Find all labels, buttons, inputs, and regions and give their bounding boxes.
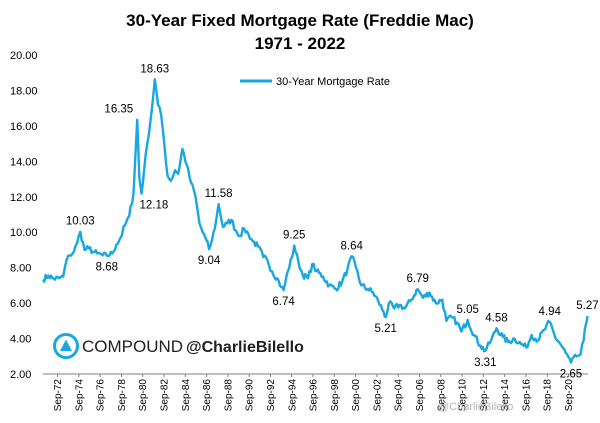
data-label: 6.79 — [406, 273, 428, 285]
x-tick-label: Sep-10 — [458, 379, 469, 412]
twitter-handle: @CharlieBilello — [186, 339, 304, 356]
x-tick-label: Sep-94 — [287, 379, 298, 412]
data-label: 9.04 — [198, 255, 221, 267]
x-tick-label: Sep-20 — [564, 379, 575, 412]
data-label: 5.27 — [576, 300, 598, 312]
y-tick-label: 20.00 — [10, 50, 38, 62]
x-tick-label: Sep-14 — [500, 379, 511, 412]
x-tick-label: Sep-92 — [266, 379, 277, 412]
data-label: 2.65 — [560, 368, 582, 380]
data-label: 5.05 — [457, 304, 479, 316]
data-label: 9.25 — [283, 230, 305, 242]
y-tick-label: 4.00 — [10, 334, 31, 346]
y-tick-label: 14.00 — [10, 156, 38, 168]
chart-subtitle: 1971 - 2022 — [255, 34, 346, 53]
watermark-text: @CharlieBilello — [438, 401, 513, 413]
x-tick-label: Sep-88 — [223, 379, 234, 412]
data-label: 4.94 — [538, 306, 561, 318]
x-tick-label: Sep-72 — [53, 379, 64, 412]
y-tick-label: 8.00 — [10, 263, 31, 275]
legend-label: 30-Year Mortgage Rate — [276, 76, 390, 88]
chart-title: 30-Year Fixed Mortgage Rate (Freddie Mac… — [126, 11, 474, 30]
x-tick-label: Sep-08 — [436, 379, 447, 412]
x-tick-label: Sep-82 — [160, 379, 171, 412]
x-tick-label: Sep-02 — [372, 379, 383, 412]
x-tick-label: Sep-16 — [521, 379, 532, 412]
data-label: 16.35 — [104, 104, 133, 116]
data-labels: 10.03 8.68 16.35 12.18 18.63 9.04 11.58 6.74 9.2… — [66, 63, 599, 380]
data-label: 6.74 — [272, 296, 295, 308]
y-axis: 2.00 4.00 6.00 8.00 10.00 12.00 14.00 16.00 18.0… — [10, 50, 38, 381]
x-tick-label: Sep-04 — [394, 379, 405, 412]
series-line — [41, 78, 589, 364]
x-tick-label: Sep-78 — [117, 379, 128, 412]
legend: 30-Year Mortgage Rate — [240, 76, 390, 88]
data-label: 3.31 — [474, 357, 496, 369]
data-label: 12.18 — [139, 200, 168, 212]
branding: COMPOUND @CharlieBilello — [53, 333, 304, 359]
x-tick-label: Sep-86 — [202, 379, 213, 412]
brand-name: COMPOUND — [82, 337, 183, 356]
x-tick-label: Sep-90 — [245, 379, 256, 412]
y-tick-label: 18.00 — [10, 85, 38, 97]
x-tick-label: Sep-74 — [74, 379, 85, 412]
x-tick-label: Sep-76 — [96, 379, 107, 412]
data-label: 8.68 — [96, 262, 118, 274]
data-label: 8.64 — [340, 240, 363, 252]
x-tick-label: Sep-80 — [138, 379, 149, 412]
y-tick-label: 2.00 — [10, 369, 31, 381]
x-tick-label: Sep-98 — [330, 379, 341, 412]
data-label: 5.21 — [375, 323, 397, 335]
y-tick-label: 10.00 — [10, 227, 38, 239]
x-tick-label: Sep-12 — [479, 379, 490, 412]
data-label: 18.63 — [140, 63, 169, 75]
x-axis: Sep-72 Sep-74 Sep-76 Sep-78 Sep-80 Sep-82 Sep-… — [43, 373, 588, 412]
x-tick-label: Sep-00 — [351, 379, 362, 412]
data-label: 11.58 — [205, 188, 233, 200]
x-tick-label: Sep-96 — [309, 379, 320, 412]
data-label: 4.58 — [485, 312, 507, 324]
x-tick-label: Sep-84 — [181, 379, 192, 412]
x-tick-label: Sep-18 — [543, 379, 554, 412]
y-tick-label: 6.00 — [10, 298, 31, 310]
data-label: 10.03 — [66, 216, 95, 228]
y-tick-label: 12.00 — [10, 192, 38, 204]
y-tick-label: 16.00 — [10, 121, 38, 133]
x-tick-label: Sep-06 — [415, 379, 426, 412]
compound-logo-icon — [53, 333, 79, 359]
series-group — [41, 78, 589, 364]
